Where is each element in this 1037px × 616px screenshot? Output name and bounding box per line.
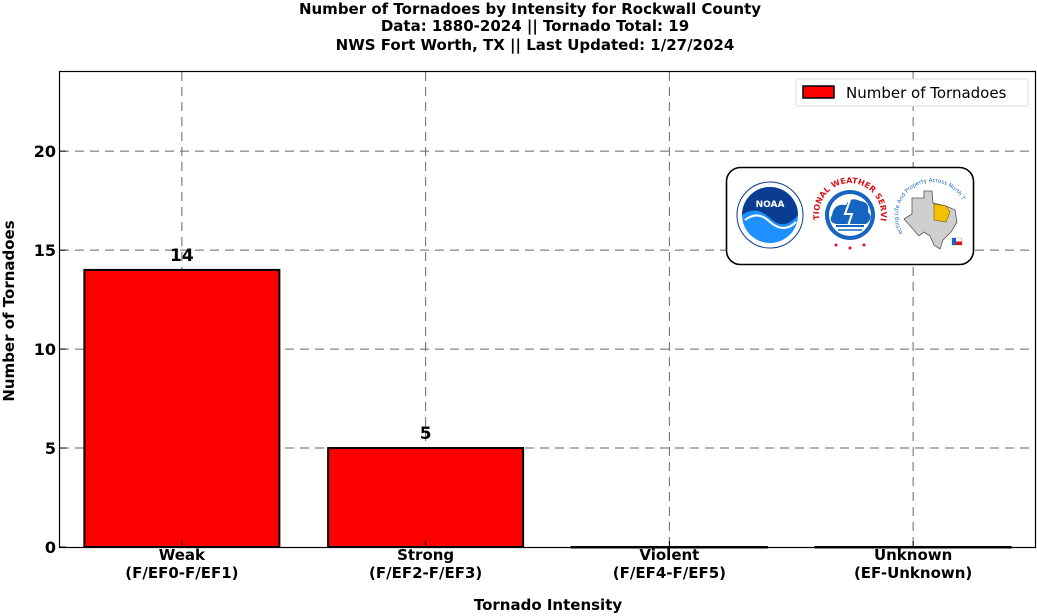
x-tick-label-1-1: (F/EF2-F/EF3) (369, 564, 482, 582)
legend: Number of Tornadoes (795, 78, 1029, 107)
y-axis-ticks: 0 5 10 15 20 (34, 142, 66, 557)
bars (83, 268, 1012, 549)
bar-1 (327, 447, 525, 548)
title-line-2: Data: 1880-2024 || Tornado Total: 19 (381, 17, 689, 36)
bar-value-label-1: 5 (420, 424, 432, 444)
chart-title: Number of Tornadoes by Intensity for Roc… (299, 0, 761, 55)
noaa-logo-icon: NOAA (736, 181, 804, 249)
legend-label: Number of Tornadoes (846, 84, 1007, 102)
y-tick-label-2: 10 (34, 340, 56, 359)
title-line-1: Number of Tornadoes by Intensity for Roc… (299, 0, 761, 18)
y-tick-label-1: 5 (45, 439, 56, 458)
x-tick-label-2-1: (F/EF4-F/EF5) (613, 564, 726, 582)
noaa-logo-text: NOAA (756, 200, 785, 210)
title-line-3: NWS Fort Worth, TX || Last Updated: 1/27… (336, 36, 735, 55)
x-tick-label-0-0: Weak (159, 546, 206, 564)
x-axis-ticks: Weak(F/EF0-F/EF1) Strong(F/EF2-F/EF3) Viol… (125, 541, 972, 582)
x-tick-label-2-0: Violent (639, 546, 699, 564)
y-axis-label: Number of Tornadoes (0, 220, 18, 401)
x-tick-label-0-1: (F/EF0-F/EF1) (125, 564, 238, 582)
bar-0 (83, 268, 281, 548)
plot-frame (58, 70, 1037, 549)
x-axis-label: Tornado Intensity (474, 596, 623, 614)
legend-box (795, 78, 1029, 107)
y-tick-label-0: 0 (45, 538, 56, 557)
bar-value-labels: 14 5 (170, 246, 432, 444)
bar-value-label-0: 14 (170, 246, 194, 266)
legend-swatch (802, 85, 835, 99)
x-tick-label-3-1: (EF-Unknown) (854, 564, 972, 582)
x-tick-label-1-0: Strong (397, 546, 454, 564)
y-tick-label-4: 20 (34, 142, 56, 161)
x-tick-label-3-0: Unknown (874, 546, 952, 564)
y-tick-label-3: 15 (34, 241, 56, 260)
